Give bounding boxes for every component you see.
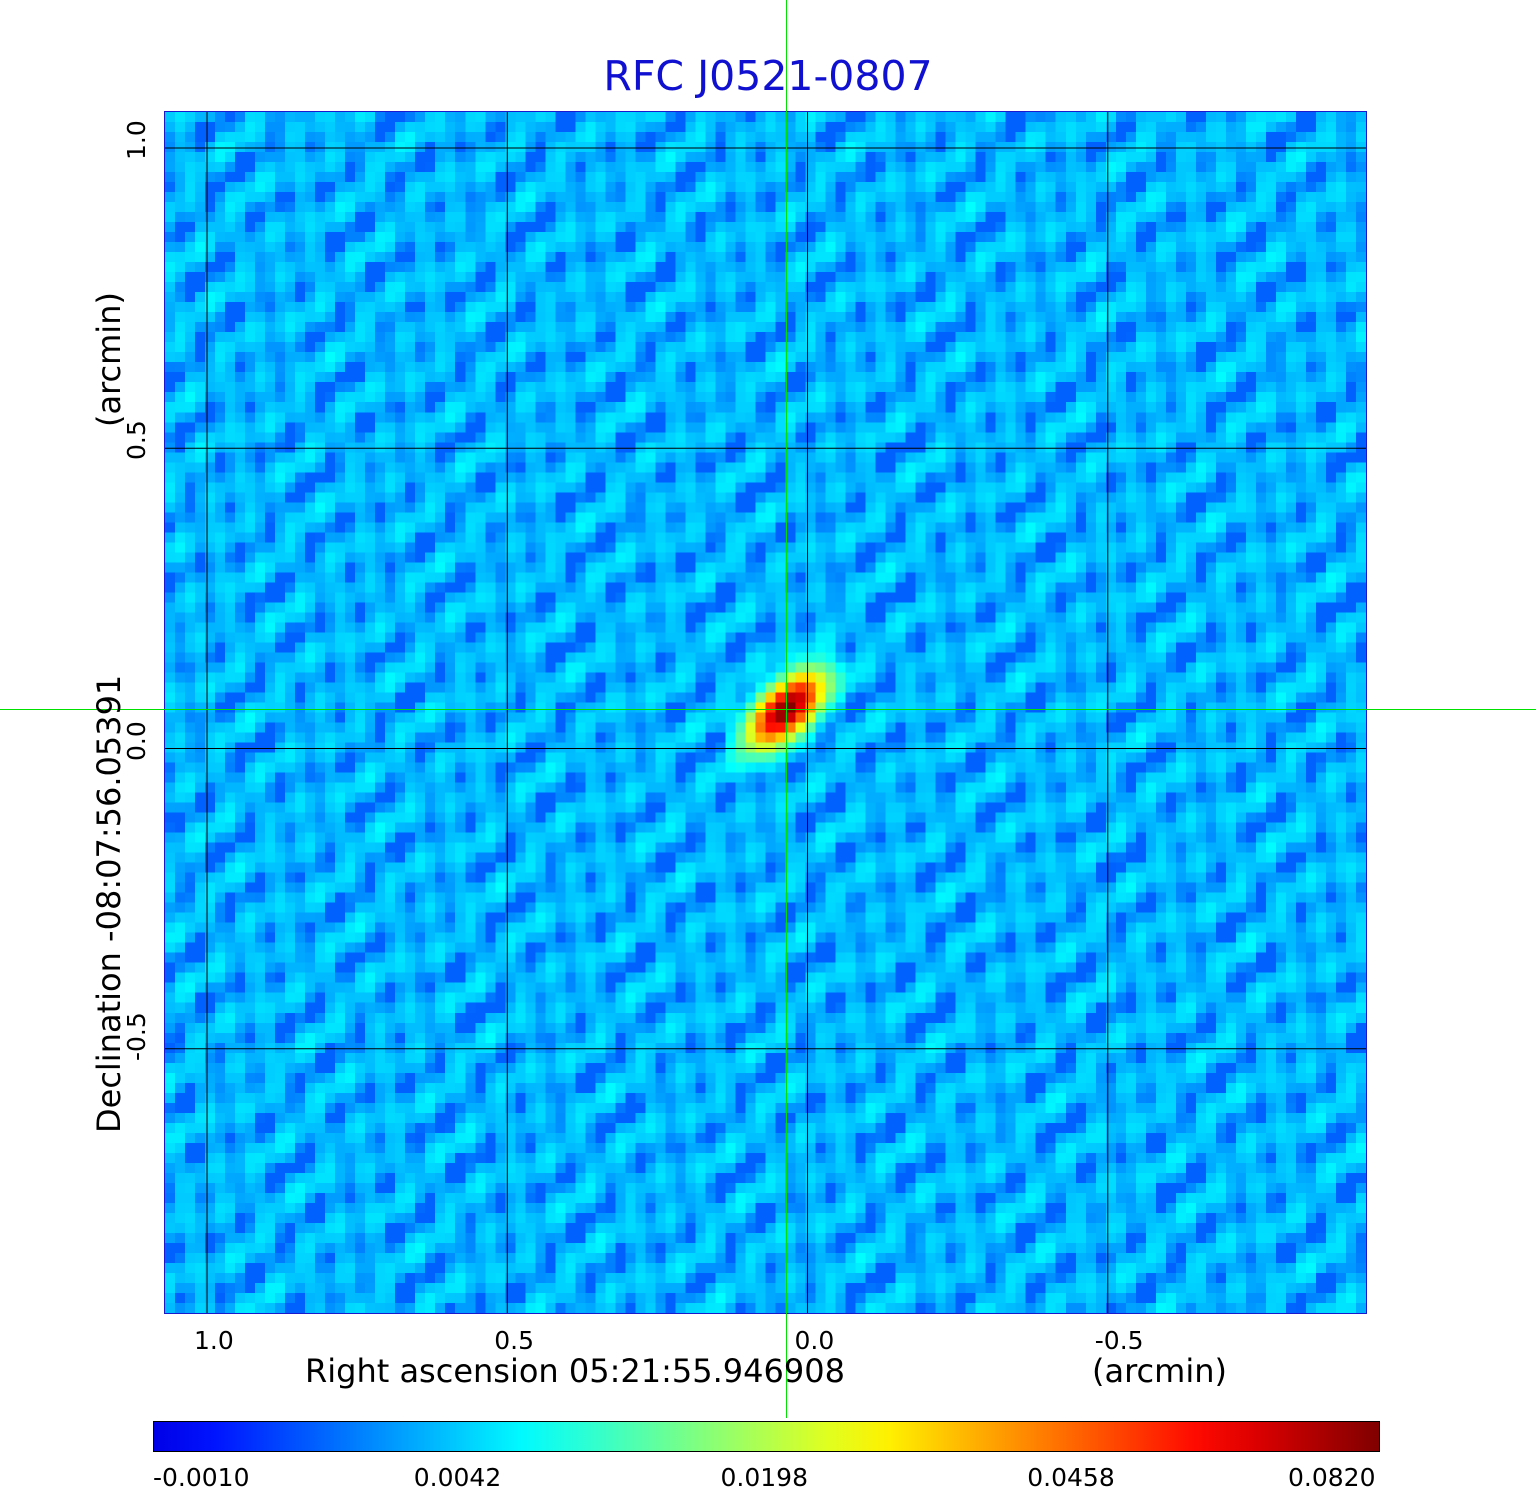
y-axis-unit: (arcmin) [90, 292, 128, 427]
x-tick-label: -0.5 [1094, 1326, 1144, 1355]
intensity-map [165, 112, 1366, 1313]
y-tick-label: 1.0 [122, 120, 151, 161]
x-tick-label: 0.0 [794, 1326, 835, 1355]
chart-title: RFC J0521-0807 [603, 52, 933, 100]
y-tick-label: 0.0 [122, 720, 151, 761]
colorbar-tick-label: -0.0010 [153, 1463, 250, 1492]
colorbar-tick-label: 0.0458 [1027, 1463, 1115, 1492]
image-map[interactable] [164, 111, 1367, 1314]
x-axis-label: Right ascension 05:21:55.946908 [305, 1352, 845, 1390]
y-tick-label: 0.5 [122, 420, 151, 461]
colorbar-tick-label: 0.0820 [1288, 1463, 1376, 1492]
x-tick-label: 0.5 [494, 1326, 535, 1355]
y-tick-label: -0.5 [122, 1011, 151, 1061]
x-axis-unit: (arcmin) [1092, 1352, 1227, 1390]
colorbar-tick-label: 0.0042 [413, 1463, 502, 1492]
colorbar [153, 1421, 1380, 1452]
x-tick-label: 1.0 [194, 1326, 234, 1355]
colorbar-tick-label: 0.0198 [720, 1463, 808, 1492]
